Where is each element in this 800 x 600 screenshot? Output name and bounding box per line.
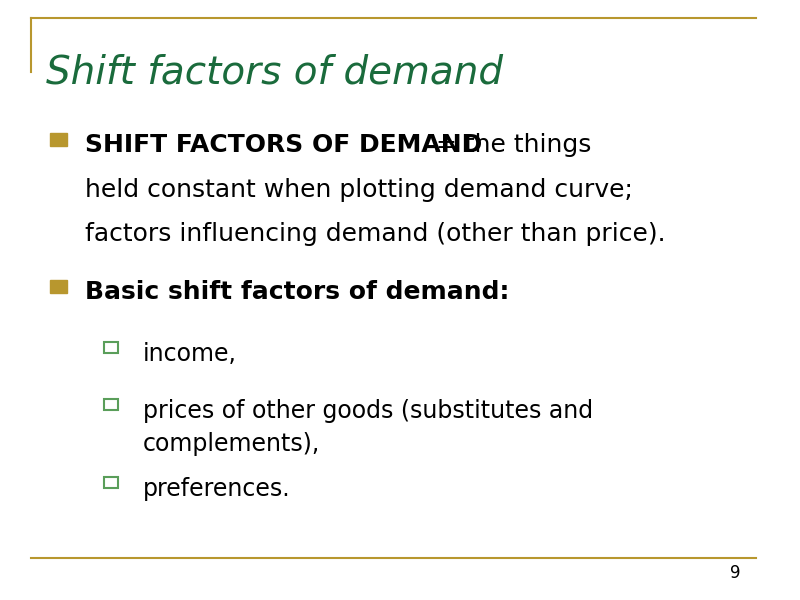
Bar: [50, 280, 67, 293]
Text: SHIFT FACTORS OF DEMAND: SHIFT FACTORS OF DEMAND: [85, 133, 482, 157]
Bar: [104, 477, 118, 488]
Bar: [104, 342, 118, 353]
Text: Basic shift factors of demand:: Basic shift factors of demand:: [85, 280, 510, 304]
Text: factors influencing demand (other than price).: factors influencing demand (other than p…: [85, 222, 666, 246]
Text: Shift factors of demand: Shift factors of demand: [46, 54, 503, 92]
Text: prices of other goods (substitutes and
complements),: prices of other goods (substitutes and c…: [142, 399, 593, 457]
Text: = the things: = the things: [428, 133, 591, 157]
Text: held constant when plotting demand curve;: held constant when plotting demand curve…: [85, 178, 633, 202]
Text: income,: income,: [142, 342, 237, 366]
Bar: [104, 399, 118, 410]
Text: 9: 9: [730, 564, 740, 582]
Bar: [50, 133, 67, 146]
Text: preferences.: preferences.: [142, 477, 290, 501]
